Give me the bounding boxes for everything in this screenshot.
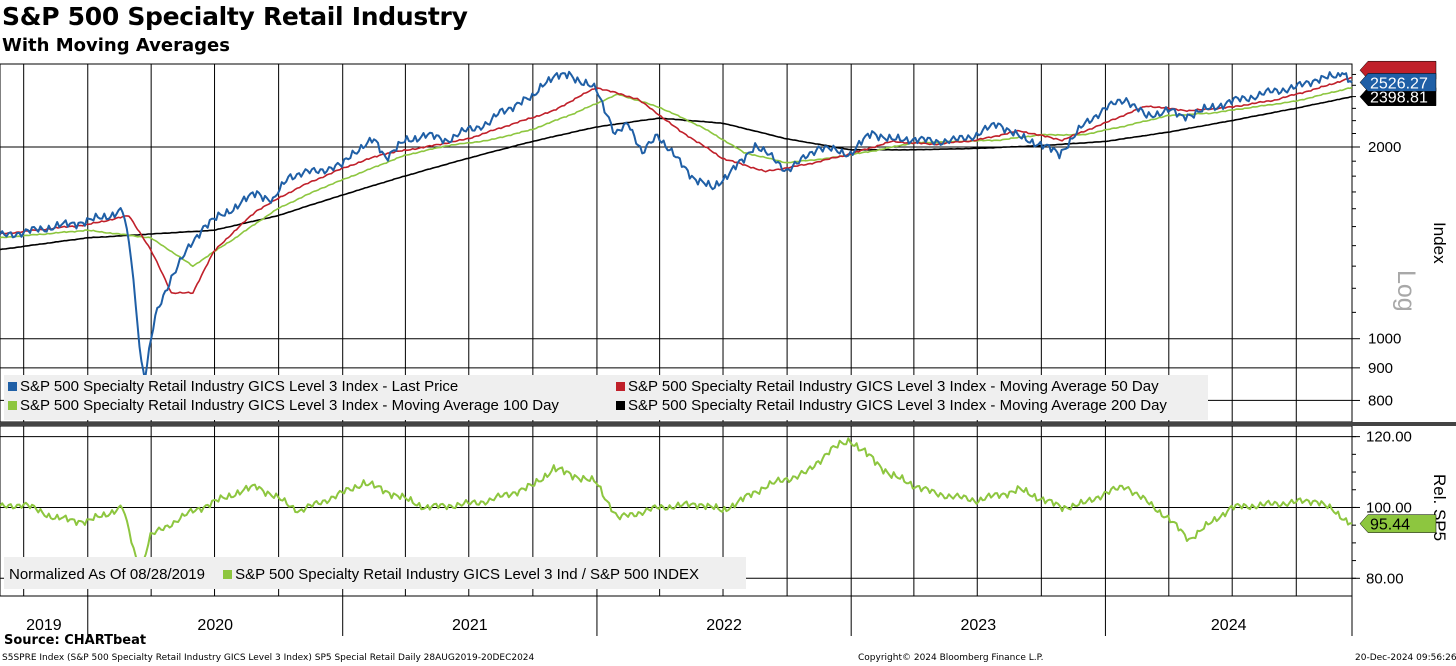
- legend-swatch-green: [8, 401, 17, 410]
- log-scale-indicator: Log: [1392, 270, 1420, 312]
- chart-title: S&P 500 Specialty Retail Industry: [2, 2, 468, 31]
- x-tick-label: 2019: [26, 617, 62, 634]
- lower-legend: Normalized As Of 08/28/2019 S&P 500 Spec…: [4, 557, 746, 589]
- footer-source: Source: CHARTbeat: [4, 633, 147, 648]
- y-axis-title-upper: Index: [1430, 222, 1449, 264]
- legend-item-ma50: S&P 500 Specialty Retail Industry GICS L…: [616, 377, 1159, 396]
- legend-item-last-price: S&P 500 Specialty Retail Industry GICS L…: [8, 377, 458, 396]
- y-tick-label-lower: 80.00: [1366, 570, 1404, 587]
- y-tick-label-upper: 2000: [1368, 139, 1401, 156]
- upper-legend: S&P 500 Specialty Retail Industry GICS L…: [4, 375, 1208, 420]
- legend-swatch-green: [223, 570, 233, 579]
- y-tick-label-upper: 900: [1368, 360, 1393, 377]
- y-tick-label-lower: 120.00: [1366, 429, 1412, 446]
- flag-ma200-text: 2398.81: [1370, 90, 1428, 107]
- y-tick-label-upper: 1000: [1368, 331, 1401, 348]
- x-tick-label: 2022: [706, 617, 742, 634]
- legend-label: S&P 500 Specialty Retail Industry GICS L…: [20, 397, 559, 414]
- legend-label: S&P 500 Specialty Retail Industry GICS L…: [235, 566, 699, 583]
- legend-item-ma200: S&P 500 Specialty Retail Industry GICS L…: [616, 396, 1167, 415]
- normalized-note: Normalized As Of 08/28/2019: [9, 566, 205, 583]
- legend-label: S&P 500 Specialty Retail Industry GICS L…: [628, 397, 1167, 414]
- footer-description: S5SPRE Index (S&P 500 Specialty Retail I…: [2, 653, 535, 663]
- legend-label: S&P 500 Specialty Retail Industry GICS L…: [628, 378, 1159, 395]
- series-last-price: [0, 70, 1353, 382]
- legend-swatch-red: [616, 382, 625, 391]
- panel-divider: [0, 422, 1456, 426]
- legend-item-relative: Normalized As Of 08/28/2019 S&P 500 Spec…: [9, 565, 699, 584]
- series-ma50: [0, 76, 1353, 295]
- x-tick-label: 2024: [1211, 617, 1247, 634]
- series-ma200: [0, 95, 1353, 251]
- series-ma100: [0, 86, 1353, 268]
- upper-panel-frame: [0, 63, 1353, 423]
- legend-swatch-blue: [8, 382, 17, 391]
- series-relative-performance: [0, 437, 1353, 569]
- flag-ma200: 2398.81: [1359, 87, 1437, 107]
- footer-timestamp: 20-Dec-2024 09:56:26: [1355, 653, 1456, 663]
- flag-relative-shape: [1359, 514, 1437, 533]
- legend-item-ma100: S&P 500 Specialty Retail Industry GICS L…: [8, 396, 559, 415]
- flag-last-price: 2526.27: [1359, 73, 1437, 92]
- footer-copyright: Copyright© 2024 Bloomberg Finance L.P.: [858, 653, 1044, 663]
- flag-relative-text: 95.44: [1370, 517, 1410, 534]
- legend-swatch-black: [616, 401, 625, 410]
- y-tick-label-upper: 800: [1368, 392, 1393, 409]
- x-tick-label: 2023: [961, 617, 997, 634]
- y-tick-label-lower: 100.00: [1366, 499, 1412, 516]
- legend-label: S&P 500 Specialty Retail Industry GICS L…: [20, 378, 459, 395]
- flag-last-price-shape: [1359, 73, 1437, 92]
- x-tick-label: 2020: [197, 617, 233, 634]
- x-tick-label: 2021: [452, 617, 488, 634]
- flag-relative: 95.44: [1359, 514, 1437, 534]
- flag-last-price-text: 2526.27: [1370, 75, 1428, 92]
- chart-subtitle: With Moving Averages: [2, 35, 230, 56]
